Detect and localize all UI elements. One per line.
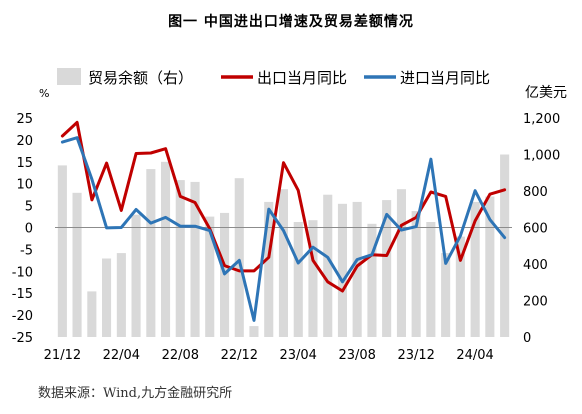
trade-balance-bar [87, 291, 97, 337]
trade-balance-bar [455, 236, 465, 337]
trade-balance-bar [396, 189, 406, 337]
right-axis-tick-label: 800 [523, 185, 548, 200]
left-axis-tick-label: -25 [12, 331, 33, 346]
trade-balance-bar [175, 180, 185, 337]
right-axis-tick-label: 1,200 [523, 112, 560, 127]
left-axis-tick-label: -20 [12, 309, 33, 324]
x-axis-tick-label: 24/04 [456, 348, 493, 363]
chart-title: 图一 中国进出口增速及贸易差额情况 [168, 14, 414, 30]
trade-balance-bar [72, 192, 82, 337]
trade-balance-bar [485, 196, 495, 337]
trade-balance-bar [205, 216, 215, 337]
legend-import-yoy-label: 进口当月同比 [400, 69, 490, 87]
trade-balance-bar [352, 201, 362, 337]
legend-trade-balance-swatch [57, 68, 81, 85]
trade-balance-bar [278, 189, 288, 337]
trade-balance-bar [102, 258, 112, 337]
x-axis-tick-label: 22/08 [162, 348, 199, 363]
trade-balance-bar [411, 211, 421, 337]
x-axis-tick-label: 22/12 [221, 348, 258, 363]
bar-series-layer [57, 154, 510, 337]
trade-balance-bar [470, 201, 480, 337]
trade-balance-bar [234, 178, 244, 337]
x-axis-tick-label: 23/12 [397, 348, 434, 363]
left-axis-tick-label: 15 [16, 156, 33, 171]
left-axis-unit: % [39, 87, 49, 100]
legend-export-yoy-label: 出口当月同比 [257, 69, 347, 87]
trade-balance-bar [293, 222, 303, 337]
left-axis-tick-label: -15 [12, 287, 33, 302]
x-axis-tick-label: 22/04 [103, 348, 140, 363]
trade-balance-bar [323, 194, 333, 337]
trade-balance-bar [161, 161, 171, 337]
right-axis-tick-label: 600 [523, 222, 548, 237]
trade-balance-bar [131, 214, 141, 337]
left-axis-tick-label: 25 [16, 112, 33, 127]
left-axis-tick-label: 0 [25, 222, 33, 237]
trade-balance-bar [500, 154, 510, 337]
left-axis-tick-label: 5 [25, 200, 33, 215]
legend-trade-balance-label: 贸易余额（右） [88, 69, 193, 87]
import-yoy-line [60, 136, 507, 322]
left-axis-tick-label: 20 [16, 134, 33, 149]
trade-balance-bar [116, 253, 126, 337]
source-note: 数据来源：Wind,九方金融研究所 [38, 386, 233, 401]
trade-balance-bar [426, 222, 436, 337]
legend: 贸易余额（右） 出口当月同比 进口当月同比 [57, 68, 490, 87]
line-series-layer [60, 120, 507, 322]
left-axis-tick-label: 10 [16, 178, 33, 193]
right-axis-unit: 亿美元 [525, 85, 567, 101]
x-axis-tick-label: 23/08 [338, 348, 375, 363]
export-yoy-line [60, 120, 507, 293]
left-axis-tick-label: -5 [20, 243, 33, 258]
trade-balance-bar [441, 253, 451, 337]
trade-balance-bar [337, 203, 347, 337]
trade-balance-bar [308, 220, 318, 337]
trade-balance-bar [249, 326, 259, 337]
axes-layer: 25 20 15 10 5 0 -5 -10 -15 -20 -25% 1,200 1,000 800 60… [12, 85, 567, 363]
x-axis-tick-label: 21/12 [44, 348, 81, 363]
right-axis-tick-label: 0 [523, 331, 531, 346]
trade-balance-bar [190, 181, 200, 337]
trade-balance-bar [146, 169, 156, 337]
trade-balance-bar [367, 223, 377, 337]
right-axis-tick-label: 400 [523, 258, 548, 273]
right-axis-tick-label: 200 [523, 295, 548, 310]
trade-balance-bar [382, 200, 392, 337]
right-axis-tick-label: 1,000 [523, 149, 560, 164]
left-axis-tick-label: -10 [12, 265, 33, 280]
x-axis-tick-label: 23/04 [279, 348, 316, 363]
trade-balance-bar [264, 201, 274, 337]
trade-balance-bar [57, 165, 67, 337]
